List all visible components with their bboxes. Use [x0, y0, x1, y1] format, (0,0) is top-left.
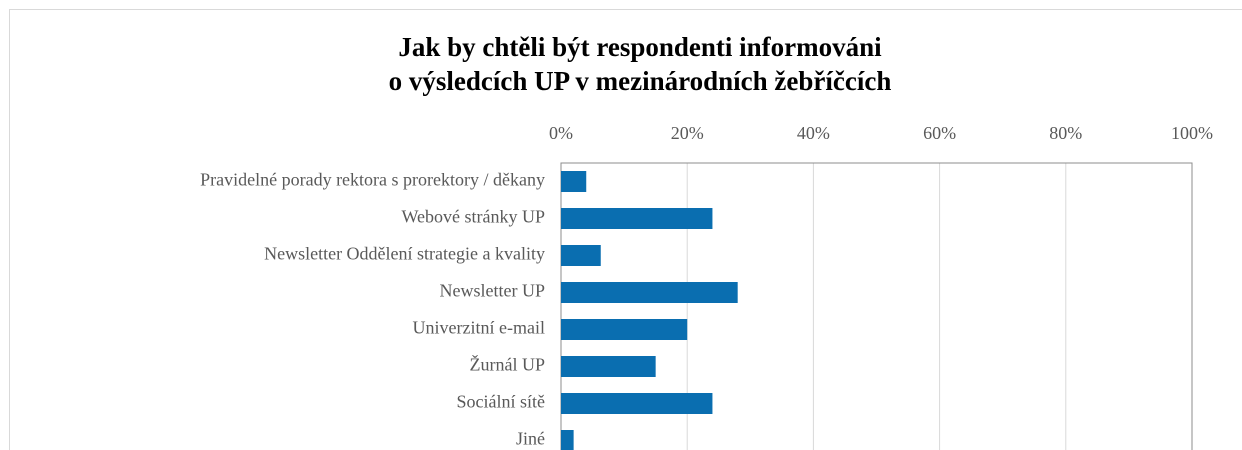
x-tick-label: 20%	[671, 123, 704, 143]
bar	[561, 430, 574, 450]
bar	[561, 208, 713, 229]
y-tick-label: Webové stránky UP	[401, 207, 545, 227]
bar	[561, 171, 587, 192]
bar	[561, 356, 656, 377]
y-tick-label: Newsletter UP	[440, 281, 545, 301]
y-tick-label: Jiné	[516, 429, 545, 449]
bar	[561, 319, 688, 340]
chart-border	[9, 9, 1242, 450]
x-tick-label: 100%	[1171, 123, 1213, 143]
bar	[561, 282, 738, 303]
x-tick-label: 0%	[549, 123, 573, 143]
y-tick-label: Sociální sítě	[457, 392, 546, 412]
y-tick-label: Univerzitní e-mail	[413, 318, 545, 338]
x-tick-label: 60%	[923, 123, 956, 143]
chart-title: Jak by chtěli být respondenti informován…	[398, 32, 882, 62]
y-tick-label: Žurnál UP	[470, 354, 546, 375]
y-tick-label: Pravidelné porady rektora s prorektory /…	[200, 170, 545, 190]
chart-title: o výsledcích UP v mezinárodních žebříčcí…	[389, 66, 892, 96]
x-tick-label: 80%	[1049, 123, 1082, 143]
bar	[561, 393, 713, 414]
bar	[561, 245, 601, 266]
plot-border	[560, 162, 1193, 450]
x-tick-label: 40%	[797, 123, 830, 143]
y-tick-label: Newsletter Oddělení strategie a kvality	[264, 244, 545, 264]
